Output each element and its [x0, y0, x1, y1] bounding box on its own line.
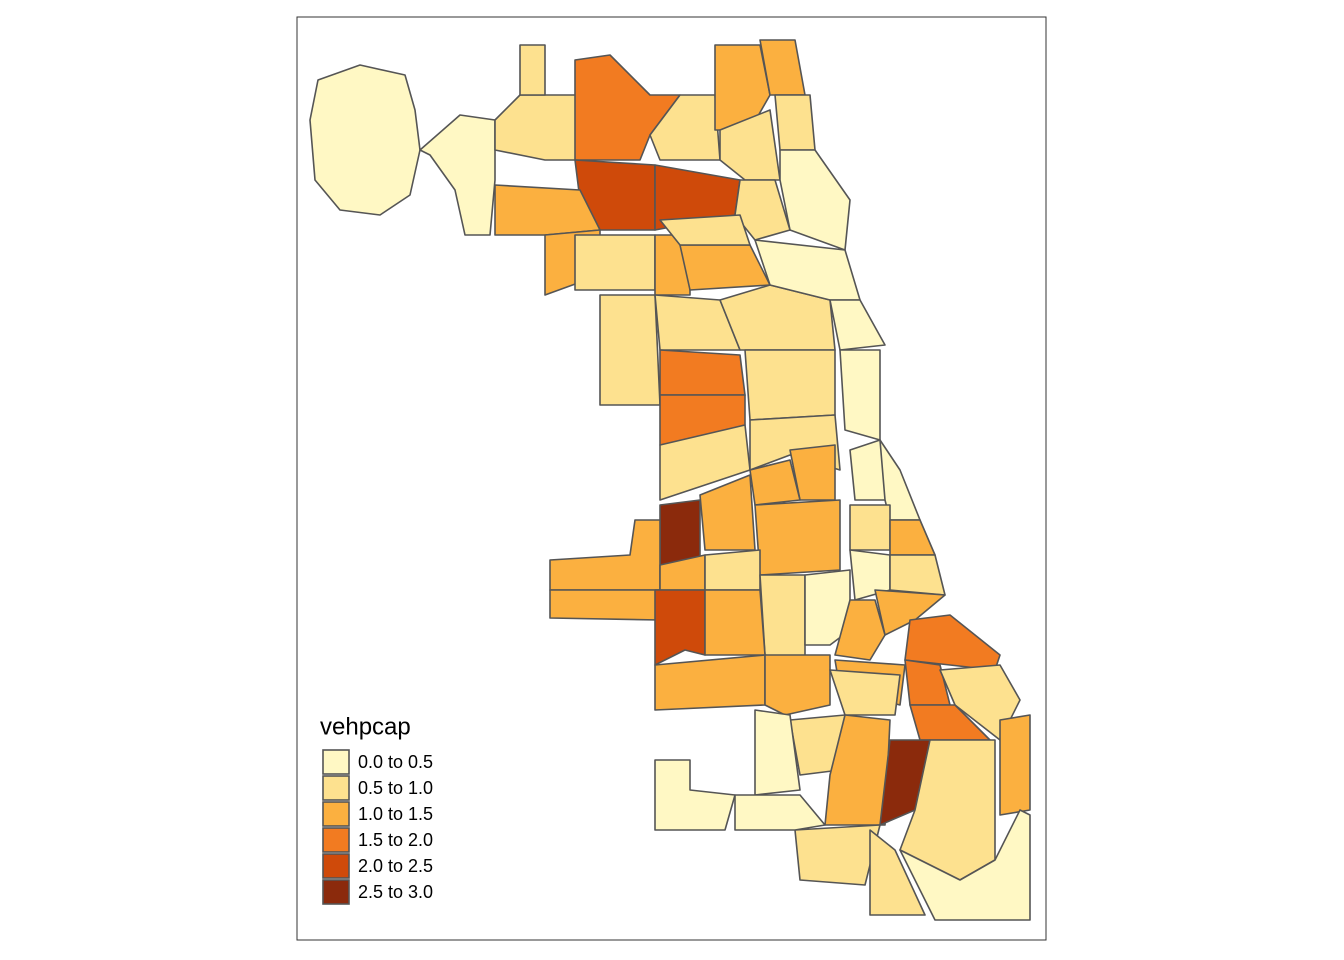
regions	[309, 39, 1031, 921]
region	[869, 829, 926, 916]
region	[549, 589, 661, 621]
legend-label: 2.5 to 3.0	[358, 882, 433, 902]
legend-label: 1.5 to 2.0	[358, 830, 433, 850]
legend-label: 1.0 to 1.5	[358, 804, 433, 824]
region	[734, 794, 826, 831]
region	[309, 64, 421, 216]
region	[904, 614, 1001, 671]
legend-label: 2.0 to 2.5	[358, 856, 433, 876]
region	[654, 654, 766, 711]
region	[659, 349, 746, 396]
legend-swatch	[322, 827, 350, 853]
region	[794, 824, 881, 886]
region	[734, 179, 791, 241]
region	[849, 504, 891, 551]
region	[764, 654, 831, 716]
legend-swatch	[322, 775, 350, 801]
region	[839, 349, 881, 441]
region	[829, 299, 886, 351]
region	[744, 349, 836, 421]
legend-label: 0.0 to 0.5	[358, 752, 433, 772]
legend-title: vehpcap	[320, 713, 411, 740]
region	[574, 234, 656, 291]
region	[519, 44, 546, 96]
region	[649, 94, 721, 161]
region	[704, 549, 761, 591]
region	[749, 459, 801, 506]
legend-swatch	[322, 879, 350, 905]
region	[714, 44, 771, 131]
region	[824, 714, 891, 826]
region	[899, 809, 1031, 921]
region	[754, 709, 801, 796]
region	[654, 589, 706, 666]
region	[704, 589, 766, 656]
legend-swatch	[322, 853, 350, 879]
region	[774, 94, 816, 151]
region	[659, 214, 751, 246]
legend-swatch	[322, 801, 350, 827]
region	[829, 669, 901, 716]
region	[759, 574, 806, 661]
region	[889, 554, 946, 596]
region	[834, 599, 886, 661]
legend-label: 0.5 to 1.0	[358, 778, 433, 798]
region	[659, 499, 701, 566]
legend-swatch	[322, 749, 350, 775]
legend: vehpcap 0.0 to 0.5 0.5 to 1.0 1.0 to 1.5 1.…	[320, 713, 433, 905]
region	[419, 114, 496, 236]
region	[999, 714, 1031, 816]
region	[599, 294, 661, 406]
region	[719, 284, 836, 351]
region	[754, 499, 841, 576]
